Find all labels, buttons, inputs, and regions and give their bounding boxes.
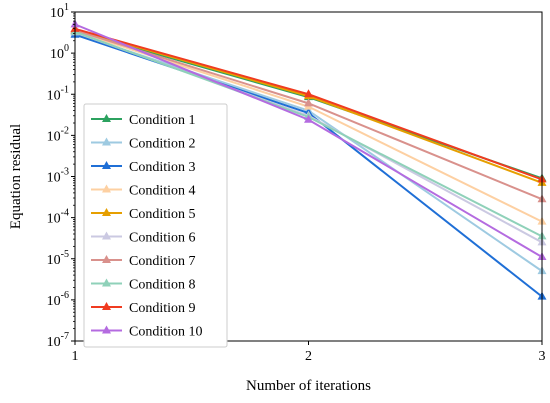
legend-marker — [102, 114, 111, 122]
y-tick-label: 100 — [50, 43, 69, 62]
legend-label: Condition 1 — [129, 113, 196, 128]
legend-marker — [102, 137, 111, 146]
legend-item-1: Condition 1 — [91, 113, 196, 128]
legend-marker — [102, 208, 111, 216]
x-tick-label: 2 — [305, 349, 312, 364]
data-point — [304, 114, 313, 123]
x-tick-label: 1 — [72, 349, 79, 364]
legend-label: Condition 6 — [129, 231, 196, 246]
legend-item-10: Condition 10 — [91, 325, 203, 340]
y-tick-label: 10-1 — [47, 84, 69, 103]
series-layer — [70, 19, 547, 300]
data-point — [304, 98, 313, 107]
y-axis-title: Equation residual — [8, 124, 24, 229]
y-tick-label: 10-2 — [47, 125, 69, 144]
legend-item-9: Condition 9 — [91, 301, 196, 316]
legend-item-7: Condition 7 — [91, 254, 196, 269]
legend-box — [83, 103, 228, 348]
legend-label: Condition 3 — [129, 160, 196, 175]
legend-marker — [102, 184, 111, 193]
y-tick-label: 101 — [50, 2, 69, 21]
legend: Condition 1 Condition 2 Condition 3 Conditi… — [83, 103, 228, 348]
ticks-layer: 1 2 3 10-7 10-6 10-5 10-4 10-3 10-2 10-1 100 101 — [47, 2, 546, 364]
x-axis-title: Number of iterations — [246, 378, 371, 394]
y-tick-label: 10-6 — [47, 290, 69, 309]
data-point — [304, 89, 313, 98]
y-tick-label: 10-4 — [47, 208, 69, 227]
legend-marker — [102, 302, 111, 310]
y-tick-label: 10-7 — [47, 331, 69, 350]
legend-item-4: Condition 4 — [91, 184, 196, 199]
legend-label: Condition 4 — [129, 184, 196, 199]
legend-label: Condition 10 — [129, 325, 203, 340]
legend-marker — [102, 161, 111, 169]
legend-label: Condition 9 — [129, 301, 196, 316]
legend-marker — [102, 278, 111, 287]
x-tick-label: 3 — [539, 349, 546, 364]
legend-label: Condition 2 — [129, 137, 196, 152]
legend-item-8: Condition 8 — [91, 278, 196, 293]
y-tick-label: 10-5 — [47, 249, 69, 268]
legend-marker — [102, 325, 111, 334]
legend-item-2: Condition 2 — [91, 137, 196, 152]
legend-item-6: Condition 6 — [91, 231, 196, 246]
legend-label: Condition 8 — [129, 278, 196, 293]
y-tick-label: 10-3 — [47, 167, 69, 186]
legend-label: Condition 7 — [129, 254, 196, 269]
legend-label: Condition 5 — [129, 207, 196, 222]
legend-marker — [102, 255, 111, 263]
legend-marker — [102, 231, 111, 240]
legend-item-3: Condition 3 — [91, 160, 196, 175]
legend-item-5: Condition 5 — [91, 207, 196, 222]
